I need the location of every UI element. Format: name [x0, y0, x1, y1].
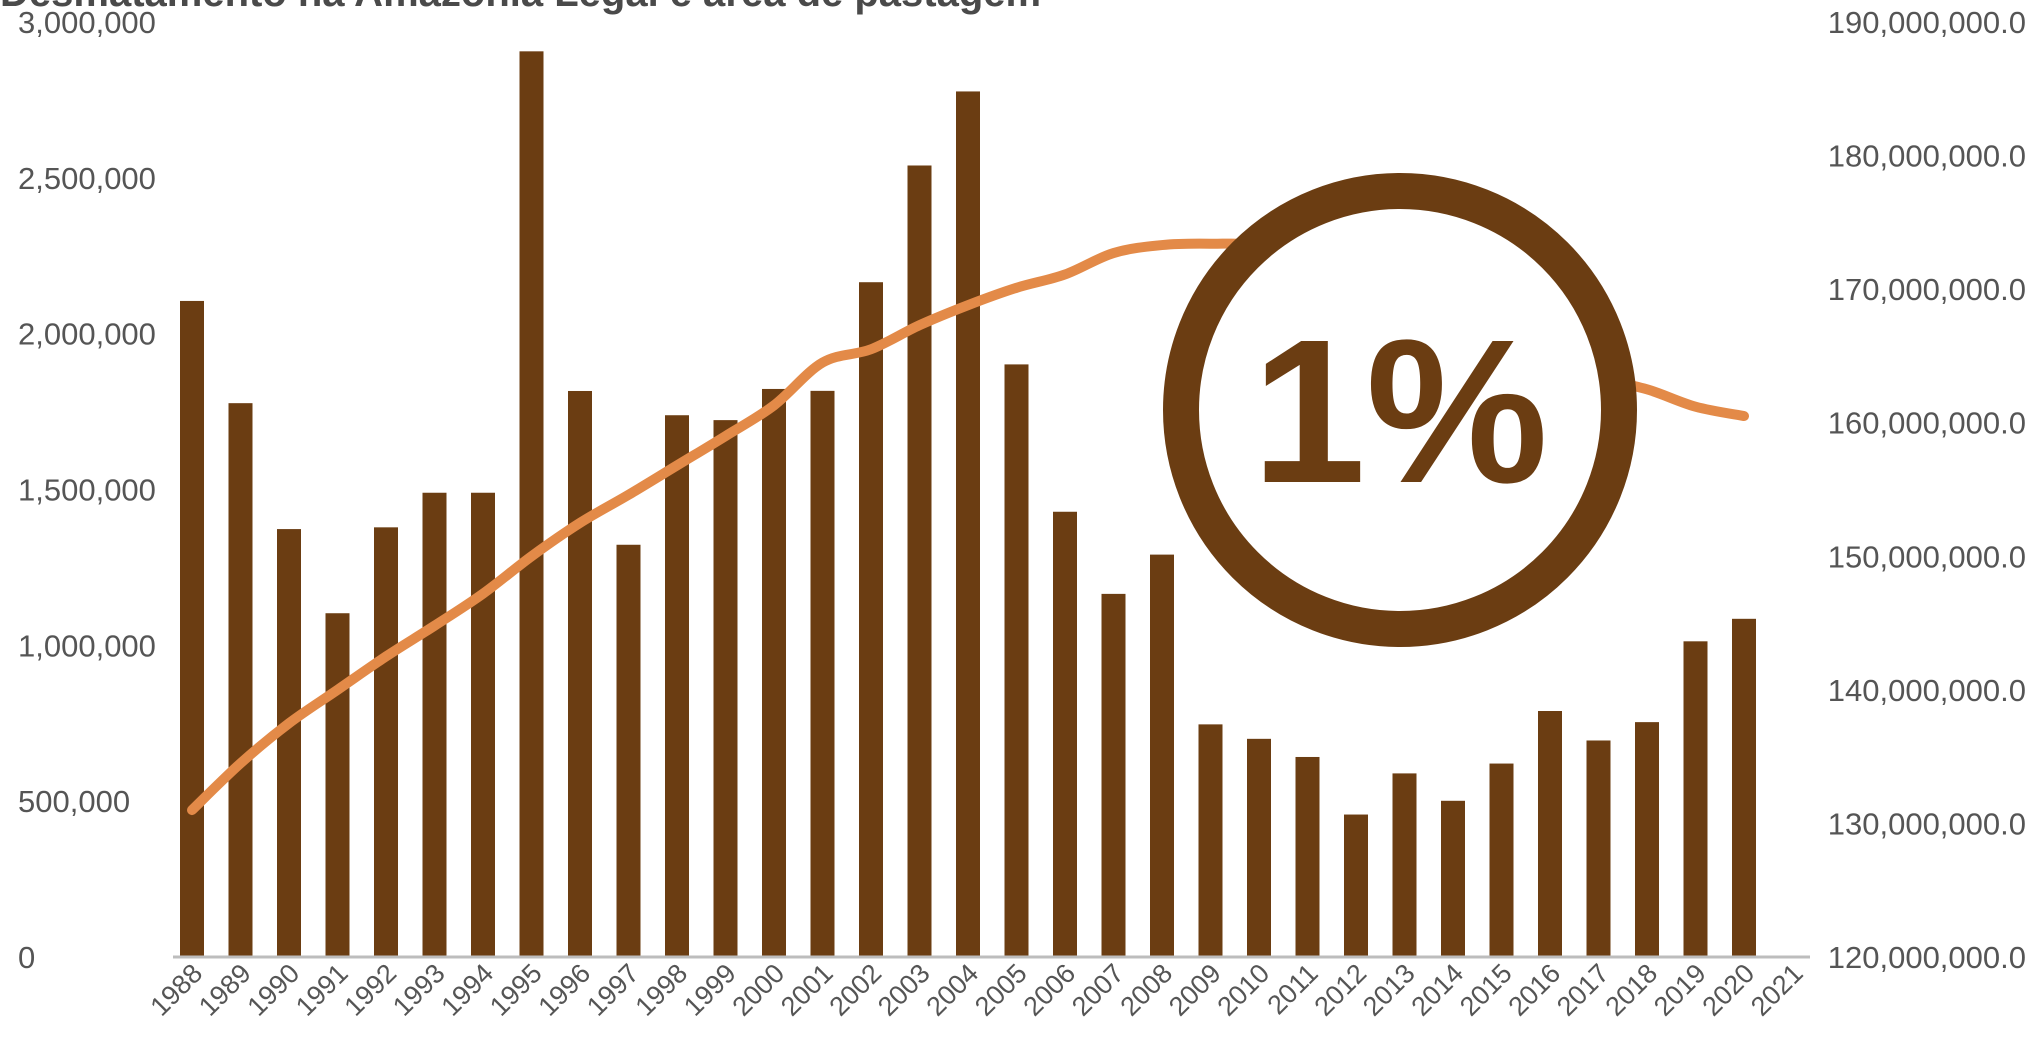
chart-title: Desmatamento na Amazônia Legal e área de…: [0, 0, 1041, 15]
badge-text: 1%: [1252, 297, 1548, 526]
bar-2011: [1295, 756, 1320, 957]
bar-1989: [228, 403, 253, 957]
bar-2017: [1586, 740, 1611, 957]
x-tick-label: 2003: [872, 958, 936, 1022]
x-tick-label: 1988: [145, 958, 209, 1022]
left-tick-label: 2,500,000: [18, 161, 156, 196]
left-tick-label: 3,000,000: [18, 5, 156, 40]
bar-1991: [325, 613, 350, 957]
x-tick-label: 1992: [339, 958, 403, 1022]
x-tick-label: 1991: [290, 958, 354, 1022]
x-tick-label: 2012: [1309, 958, 1373, 1022]
x-tick-label: 2007: [1066, 958, 1130, 1022]
x-tick-label: 2004: [921, 958, 985, 1022]
bar-2000: [762, 388, 786, 958]
bar-2019: [1683, 641, 1708, 957]
x-tick-label: 2001: [775, 958, 839, 1022]
left-tick-label: 1,000,000: [18, 628, 156, 663]
bar-2014: [1441, 800, 1465, 957]
bar-1990: [277, 529, 301, 957]
bar-1994: [471, 492, 495, 957]
x-tick-label: 2014: [1406, 958, 1470, 1022]
x-tick-label: 2005: [969, 958, 1033, 1022]
right-axis-ticks: 120,000,000.0 130,000,000.0 140,000,000.0 1…: [1828, 5, 2026, 975]
x-tick-label: 2017: [1551, 958, 1615, 1022]
bars-layer: [180, 51, 1756, 958]
bar-2010: [1247, 738, 1271, 957]
bar-2020: [1732, 618, 1756, 957]
x-tick-label: 2010: [1212, 958, 1276, 1022]
bar-2013: [1392, 773, 1417, 957]
right-tick-label: 190,000,000.0: [1828, 5, 2026, 40]
left-tick-label: 500,000: [18, 784, 130, 819]
percent-badge: 1%: [1163, 173, 1637, 647]
x-tick-label: 2008: [1115, 958, 1179, 1022]
right-tick-label: 120,000,000.0: [1828, 940, 2026, 975]
bar-1997: [616, 544, 641, 957]
x-tick-label: 2002: [824, 958, 888, 1022]
x-tick-label: 1998: [630, 958, 694, 1022]
x-tick-label: 1995: [484, 958, 548, 1022]
bar-2006: [1053, 511, 1077, 957]
left-tick-label: 0: [18, 940, 35, 975]
x-tick-label: 1993: [387, 958, 451, 1022]
bar-2002: [859, 282, 883, 957]
x-tick-label: 1989: [193, 958, 257, 1022]
x-tick-label: 2016: [1503, 958, 1567, 1022]
right-tick-label: 170,000,000.0: [1828, 272, 2026, 307]
bar-2009: [1198, 724, 1223, 957]
right-tick-label: 140,000,000.0: [1828, 673, 2026, 708]
x-tick-label: 1990: [242, 958, 306, 1022]
bar-1996: [568, 390, 592, 957]
bar-2012: [1344, 814, 1368, 957]
x-tick-label: 2021: [1745, 958, 1809, 1022]
right-tick-label: 130,000,000.0: [1828, 806, 2026, 841]
x-tick-label: 2020: [1697, 958, 1761, 1022]
bar-1998: [665, 415, 689, 957]
bar-2004: [956, 91, 980, 957]
x-tick-label: 1999: [678, 958, 742, 1022]
bar-2001: [810, 390, 835, 957]
x-tick-label: 1997: [581, 958, 645, 1022]
right-tick-label: 150,000,000.0: [1828, 539, 2026, 574]
x-tick-label: 2011: [1261, 958, 1323, 1020]
bar-1995: [519, 51, 544, 958]
x-tick-label: 2015: [1454, 958, 1518, 1022]
bar-2015: [1489, 763, 1514, 957]
bar-1999: [713, 420, 738, 957]
left-axis-ticks: 0 500,000 1,000,000 1,500,000 2,000,000 2,500…: [18, 5, 156, 975]
x-tick-label: 2019: [1648, 958, 1712, 1022]
bar-1988: [180, 300, 204, 958]
x-tick-label: 2000: [727, 958, 791, 1022]
x-tick-label: 2009: [1163, 958, 1227, 1022]
right-tick-label: 180,000,000.0: [1828, 139, 2026, 174]
bar-1993: [422, 492, 447, 957]
x-tick-label: 1996: [533, 958, 597, 1022]
x-tick-label: 2006: [1018, 958, 1082, 1022]
left-tick-label: 1,500,000: [18, 473, 156, 508]
bar-2016: [1538, 711, 1562, 957]
x-tick-label: 1994: [436, 958, 500, 1022]
left-tick-label: 2,000,000: [18, 317, 156, 352]
right-tick-label: 160,000,000.0: [1828, 406, 2026, 441]
x-tick-label: 2018: [1600, 958, 1664, 1022]
badge-ring: [1163, 173, 1637, 647]
x-tick-label: 2013: [1357, 958, 1421, 1022]
bar-2018: [1635, 722, 1659, 957]
bar-2008: [1150, 554, 1174, 957]
bar-1992: [374, 527, 398, 957]
bar-2003: [907, 165, 932, 957]
bar-2007: [1101, 593, 1126, 957]
x-axis-ticks: 1988198919901991199219931994199519961997…: [145, 958, 1809, 1022]
bar-2005: [1004, 364, 1029, 958]
